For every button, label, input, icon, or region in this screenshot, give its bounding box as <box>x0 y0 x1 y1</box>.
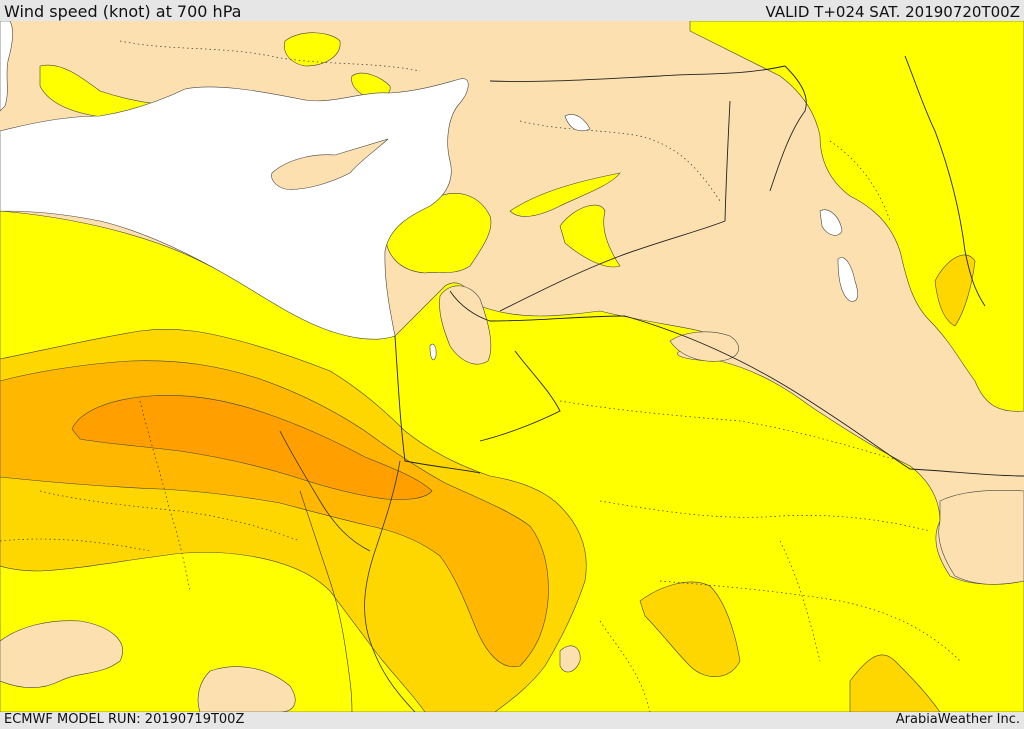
wind-speed-map <box>0 21 1024 712</box>
calm-patch-south-saudi <box>559 645 581 673</box>
nile-river <box>299 490 353 712</box>
lake-urmia <box>837 257 859 302</box>
calm-patch-far-south <box>197 666 296 712</box>
light-wind-blob-north <box>284 32 341 67</box>
model-run-label: ECMWF MODEL RUN: 20190719T00Z <box>4 712 245 727</box>
moderate-wind-patch-south <box>849 654 941 712</box>
sea-of-galilee <box>429 343 437 361</box>
valid-time: VALID T+024 SAT. 20190720T00Z <box>765 3 1020 21</box>
red-sea-coast <box>364 460 416 712</box>
mediterranean-sea <box>0 78 469 340</box>
map-title: Wind speed (knot) at 700 hPa <box>4 2 242 21</box>
province-boundaries <box>0 40 961 712</box>
calm-patch-jordan <box>439 285 492 365</box>
light-wind-region-east <box>689 21 1024 412</box>
cyprus-island <box>271 138 389 190</box>
moderate-wind-patch-saudi <box>639 581 741 677</box>
moderate-wind-patch-gulf <box>934 254 976 327</box>
footer-bar: ECMWF MODEL RUN: 20190719T00Z ArabiaWeat… <box>0 712 1024 729</box>
gulf-of-suez-coast <box>279 430 371 552</box>
calm-patch-southwest <box>0 620 123 689</box>
calm-patch-east-saudi <box>938 490 1024 585</box>
lake-van <box>819 209 843 236</box>
header-bar: Wind speed (knot) at 700 hPa VALID T+024… <box>0 0 1024 21</box>
credit-label: ArabiaWeather Inc. <box>895 712 1020 727</box>
northwest-coast <box>0 21 13 112</box>
calm-patch-iraq <box>669 331 739 362</box>
light-wind-streak-iraq <box>559 204 621 268</box>
lake-assad <box>564 114 591 132</box>
country-borders <box>394 55 1024 477</box>
light-wind-streak-syria <box>509 172 621 217</box>
stronger-wind-core <box>71 395 433 501</box>
